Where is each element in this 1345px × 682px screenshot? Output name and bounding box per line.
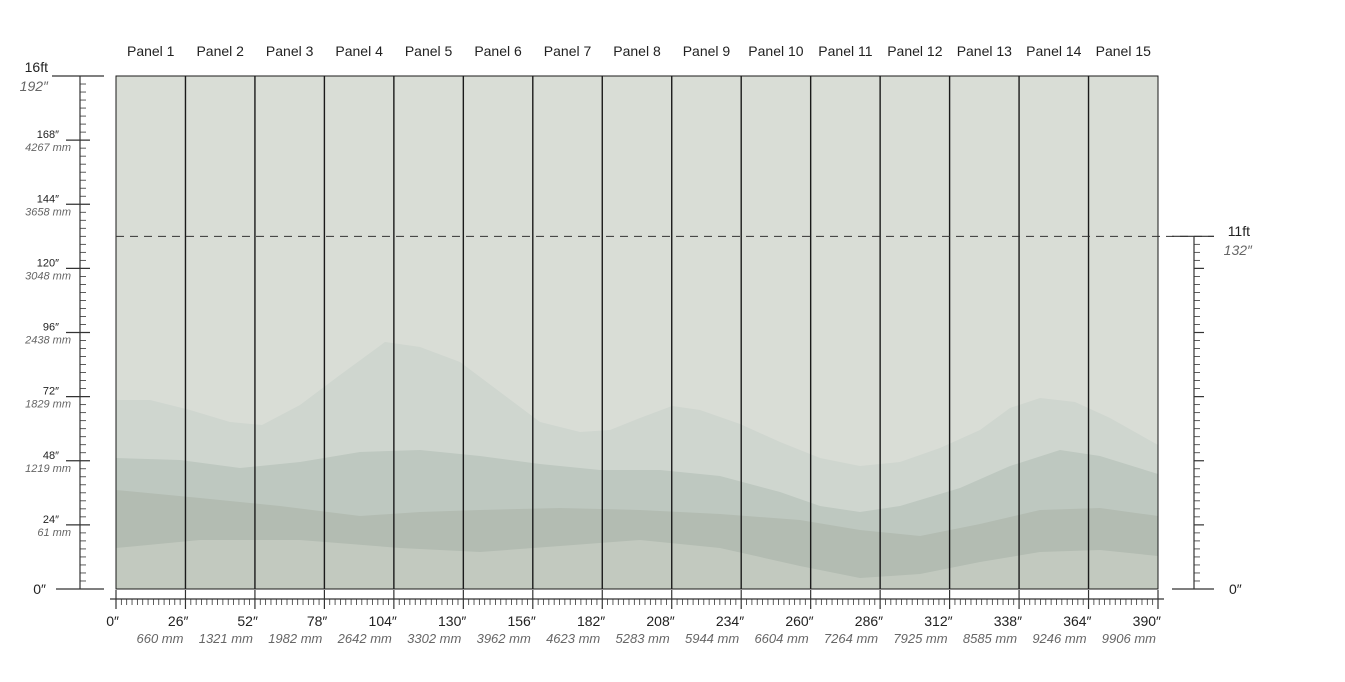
panel-label: Panel 2	[196, 43, 244, 59]
width-ruler-mm-label: 9246 mm	[1032, 631, 1086, 646]
width-ruler-mm-label: 5944 mm	[685, 631, 739, 646]
left-ruler-inch-label: 24″	[43, 514, 59, 526]
width-ruler-mm-label: 3302 mm	[407, 631, 461, 646]
panel-label: Panel 1	[127, 43, 175, 59]
left-ruler-mm-label: 1829 mm	[25, 399, 71, 411]
panel-labels: Panel 1 Panel 2 Panel 3 Panel 4 Panel 5 Panel…	[127, 43, 1151, 59]
width-ruler-inch-label: 260″	[785, 613, 813, 629]
right-ruler-top-ft: 11ft	[1228, 223, 1250, 239]
width-ruler-inch-label: 26″	[168, 613, 189, 629]
left-ruler-mm-label: 61 mm	[37, 527, 71, 539]
width-ruler-mm-label: 660 mm	[136, 631, 183, 646]
panel-label: Panel 12	[887, 43, 942, 59]
width-ruler-mm-label: 3962 mm	[477, 631, 531, 646]
width-ruler-inch-label: 0″	[106, 613, 119, 629]
width-ruler-mm-label: 7925 mm	[893, 631, 947, 646]
mural-artwork	[116, 76, 1158, 589]
panel-label: Panel 13	[957, 43, 1012, 59]
panel-label: Panel 5	[405, 43, 453, 59]
panel-label: Panel 7	[544, 43, 592, 59]
panel-label: Panel 15	[1096, 43, 1151, 59]
width-ruler-inch-label: 234″	[716, 613, 744, 629]
mural-ground	[116, 540, 1158, 589]
width-ruler: 0″ 26″ 660 mm 52″ 1321 mm 78″ 1982 mm 104″ 2642 …	[106, 590, 1164, 646]
panel-label: Panel 10	[748, 43, 803, 59]
left-ruler-mm-label: 3658 mm	[25, 206, 71, 218]
panel-label: Panel 11	[818, 43, 872, 59]
panel-label: Panel 8	[613, 43, 661, 59]
panel-label: Panel 3	[266, 43, 314, 59]
left-ruler-inch-label: 72″	[43, 386, 59, 398]
width-ruler-mm-label: 5283 mm	[616, 631, 670, 646]
width-ruler-inch-label: 52″	[237, 613, 258, 629]
width-ruler-mm-label: 1982 mm	[268, 631, 322, 646]
left-ruler-inch-label: 168″	[37, 129, 59, 141]
right-ruler-zero: 0″	[1229, 581, 1242, 597]
left-ruler-inch-label: 96″	[43, 322, 59, 334]
wall-outline	[115, 75, 1159, 590]
width-ruler-inch-label: 104″	[369, 613, 397, 629]
width-ruler-mm-label: 6604 mm	[754, 631, 808, 646]
panel-dividers	[184, 76, 1090, 589]
left-ruler-top-ft: 16ft	[25, 59, 48, 75]
left-ruler-mm-label: 3048 mm	[25, 270, 71, 282]
width-ruler-inch-label: 182″	[577, 613, 605, 629]
width-ruler-inch-label: 208″	[646, 613, 674, 629]
right-height-ruler: 11ft 132″ 0″	[1172, 223, 1253, 597]
width-ruler-mm-label: 7264 mm	[824, 631, 878, 646]
right-ruler-top-in: 132″	[1224, 242, 1253, 258]
width-ruler-inch-label: 156″	[507, 613, 535, 629]
panel-label: Panel 6	[474, 43, 522, 59]
width-ruler-mm-label: 4623 mm	[546, 631, 600, 646]
width-ruler-inch-label: 338″	[994, 613, 1022, 629]
left-ruler-inch-label: 144″	[37, 193, 59, 205]
width-ruler-inch-label: 286″	[855, 613, 883, 629]
panel-label: Panel 4	[335, 43, 383, 59]
left-ruler-inch-label: 120″	[37, 257, 59, 269]
width-ruler-inch-label: 130″	[438, 613, 466, 629]
panel-label: Panel 9	[683, 43, 731, 59]
width-ruler-mm-label: 9906 mm	[1102, 631, 1156, 646]
width-ruler-inch-label: 312″	[924, 613, 952, 629]
left-ruler-zero: 0″	[33, 581, 46, 597]
left-height-ruler: 16ft 192″ 0″ 168″4267 mm 144″3658 mm 120″3…	[20, 59, 104, 597]
left-ruler-mm-label: 4267 mm	[25, 142, 71, 154]
width-ruler-mm-label: 8585 mm	[963, 631, 1017, 646]
left-ruler-mm-label: 2438 mm	[24, 335, 71, 347]
width-ruler-inch-label: 78″	[307, 613, 328, 629]
width-ruler-mm-label: 2642 mm	[337, 631, 392, 646]
left-ruler-inch-label: 48″	[43, 450, 59, 462]
left-ruler-top-in: 192″	[20, 78, 49, 94]
width-ruler-mm-label: 1321 mm	[199, 631, 253, 646]
width-ruler-inch-label: 390″	[1133, 613, 1161, 629]
left-ruler-mm-label: 1219 mm	[25, 463, 71, 475]
width-ruler-inch-label: 364″	[1063, 613, 1091, 629]
panel-label: Panel 14	[1026, 43, 1081, 59]
